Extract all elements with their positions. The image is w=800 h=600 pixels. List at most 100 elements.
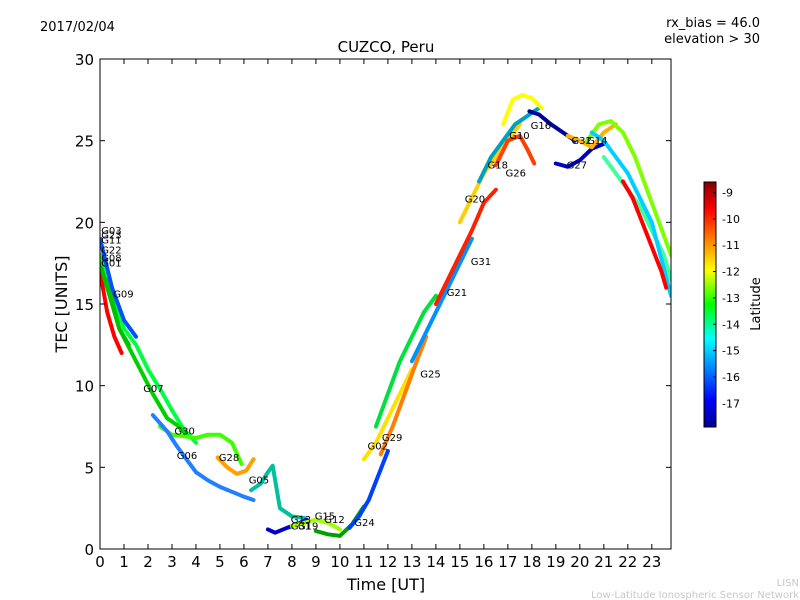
satellite-label: G10 — [509, 131, 529, 142]
series-g32 — [565, 122, 618, 150]
satellite-label: G29 — [382, 433, 402, 444]
series-g23 — [100, 269, 124, 355]
series-g14 — [585, 119, 671, 257]
satellite-label: G14 — [587, 136, 607, 147]
x-tick-label: 14 — [426, 553, 445, 571]
satellite-label: G22 — [101, 245, 121, 256]
y-axis-label: TEC [UNITS] — [52, 256, 71, 354]
satellite-label: G27 — [567, 160, 587, 171]
satellite-label: G11 — [101, 236, 121, 247]
satellite-label: G15 — [315, 512, 335, 523]
elevation-label: elevation > 30 — [664, 32, 760, 47]
series-g02 — [361, 367, 414, 462]
x-tick-label: 2 — [143, 553, 153, 571]
colorbar-tick-label: -10 — [722, 213, 740, 226]
satellite-label: G20 — [465, 195, 485, 206]
colorbar — [703, 181, 717, 428]
x-tick-label: 20 — [570, 553, 589, 571]
series-g18 — [477, 106, 541, 184]
satellite-label: G30 — [174, 427, 194, 438]
x-tick-label: 19 — [546, 553, 565, 571]
colorbar-tick-label: -14 — [722, 318, 740, 331]
x-tick-label: 23 — [642, 553, 661, 571]
series-g06 — [150, 413, 256, 502]
colorbar-ticks: -9 -10 -11 -12 -13 -14 -15 -16 -17 — [713, 187, 740, 410]
series-g29 — [378, 334, 429, 457]
satellite-label: G19 — [298, 521, 318, 532]
x-tick-label: 22 — [618, 553, 637, 571]
x-axis-label: Time [UT] — [346, 575, 425, 594]
satellite-label: G07 — [143, 384, 163, 395]
x-tick-label: 15 — [450, 553, 469, 571]
y-tick-label: 0 — [84, 541, 94, 559]
satellite-label: G06 — [177, 451, 197, 462]
x-tick-label: 1 — [119, 553, 129, 571]
x-tick-label: 18 — [522, 553, 541, 571]
rx-bias-label: rx_bias = 46.0 — [666, 16, 760, 31]
series-g09 — [100, 253, 198, 445]
x-tick-label: 9 — [311, 553, 321, 571]
series-g10 — [501, 92, 544, 127]
series-layer — [100, 92, 671, 538]
y-tick-label: 10 — [75, 378, 94, 396]
series-g24 — [347, 449, 390, 530]
series-g15 — [289, 517, 342, 532]
colorbar-tick-label: -15 — [722, 345, 740, 358]
series-g28 — [215, 455, 256, 476]
x-tick-label: 16 — [474, 553, 493, 571]
x-tick-label: 21 — [594, 553, 613, 571]
satellite-label: G23 — [101, 231, 121, 242]
colorbar-label: Latitude — [749, 277, 764, 331]
colorbar-tick-label: -13 — [722, 292, 740, 305]
satellite-label: G16 — [531, 121, 551, 132]
series-g01 — [601, 155, 671, 282]
colorbar-tick-label: -11 — [722, 239, 740, 252]
satellite-label: G31 — [291, 521, 311, 532]
y-tick-label: 20 — [75, 214, 94, 232]
series-g21 — [409, 236, 474, 364]
satellite-label: G31 — [471, 257, 491, 268]
x-tick-label: 11 — [354, 553, 373, 571]
x-tick-label: 17 — [498, 553, 517, 571]
satellite-label: G28 — [219, 453, 239, 464]
x-tick-label: 13 — [402, 553, 421, 571]
satellite-label: G12 — [324, 515, 344, 526]
plot-frame — [99, 58, 672, 550]
satellite-label: G13 — [291, 515, 311, 526]
series-g03 — [621, 179, 669, 290]
satellite-label: G03 — [101, 226, 121, 237]
x-tick-label: 4 — [191, 553, 201, 571]
footer-lisn: LISN — [777, 578, 799, 589]
y-tick-label: 5 — [84, 459, 94, 477]
series-g11 — [100, 236, 138, 339]
x-tick-label: 5 — [215, 553, 225, 571]
colorbar-tick-label: -17 — [722, 397, 740, 410]
satellite-label: G05 — [249, 476, 269, 487]
series-g26 — [493, 133, 537, 168]
satellite-label: G02 — [368, 441, 388, 452]
y-tick-label: 30 — [75, 51, 94, 69]
series-g27 — [553, 141, 606, 169]
series-g05 — [249, 463, 306, 520]
series-g25 — [373, 293, 438, 429]
satellite-label: G09 — [113, 290, 133, 301]
x-axis: 0 1 2 3 4 5 6 7 8 9 10 11 12 13 14 15 16 17 18 19 20 21 22 23 — [95, 59, 661, 571]
chart-title: CUZCO, Peru — [338, 38, 435, 56]
y-axis: 0 5 10 15 20 25 30 — [75, 51, 671, 559]
x-tick-label: 6 — [239, 553, 249, 571]
satellite-label: G24 — [354, 518, 374, 529]
series-g31 — [433, 187, 498, 306]
y-tick-label: 15 — [75, 296, 94, 314]
x-tick-label: 3 — [167, 553, 177, 571]
satellite-label: G25 — [420, 370, 440, 381]
satellite-label: G08 — [101, 254, 121, 265]
series-g08 — [100, 261, 131, 347]
series-g22 — [589, 130, 671, 298]
series-g30 — [158, 424, 244, 467]
x-tick-label: 0 — [95, 553, 105, 571]
colorbar-tick-label: -16 — [722, 371, 740, 384]
satellite-label: G21 — [447, 288, 467, 299]
satellite-label: G18 — [488, 160, 508, 171]
